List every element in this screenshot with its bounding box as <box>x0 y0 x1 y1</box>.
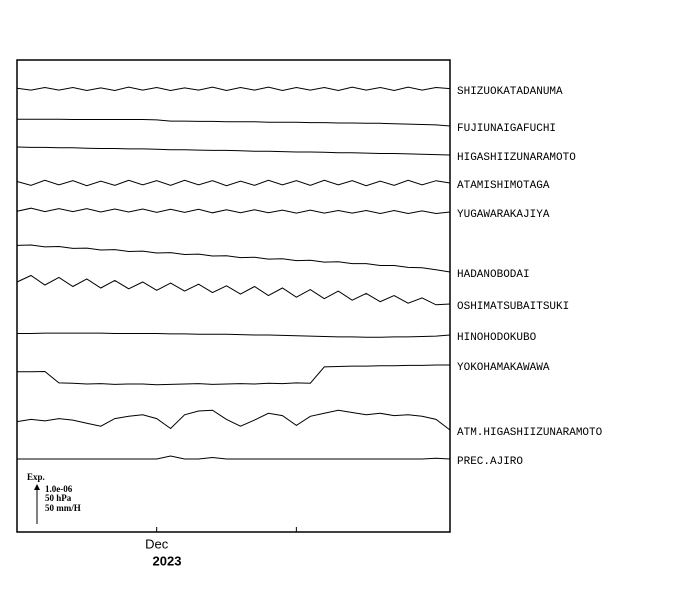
trace <box>16 207 451 215</box>
legend-label: YUGAWARAKAJIYA <box>457 209 550 221</box>
legend-label: ATM.HIGASHIIZUNARAMOTO <box>457 427 603 439</box>
trace <box>17 455 451 460</box>
legend-label: YOKOHAMAKAWAWA <box>457 362 550 374</box>
legend-label: ATAMISHIMOTAGA <box>457 180 550 192</box>
trace <box>16 244 451 273</box>
scale-arrow <box>34 484 40 490</box>
x-year-label: 2023 <box>153 553 182 568</box>
legend-label: PREC.AJIRO <box>457 456 523 468</box>
scale-label: Exp. <box>27 472 45 482</box>
legend-label: HIGASHIIZUNARAMOTO <box>457 152 576 164</box>
scale-label: 50 hPa <box>45 493 72 503</box>
trace <box>16 179 451 187</box>
legend-label: HADANOBODAI <box>457 269 530 281</box>
scale-label: 1.0e-06 <box>45 484 73 494</box>
trace <box>16 409 451 431</box>
trace <box>17 332 451 338</box>
plot-frame <box>16 59 451 533</box>
scale-label: 50 mm/H <box>45 503 81 513</box>
trace <box>16 146 451 156</box>
trace <box>16 274 451 306</box>
trace <box>17 364 450 386</box>
legend-label: OSHIMATSUBAITSUKI <box>457 301 569 313</box>
legend-label: SHIZUOKATADANUMA <box>457 86 563 98</box>
trace <box>17 118 451 127</box>
trace <box>16 86 451 92</box>
legend-label: HINOHODOKUBO <box>457 332 537 344</box>
legend-label: FUJIUNAIGAFUCHI <box>457 123 556 135</box>
x-tick-label: Dec <box>145 536 169 551</box>
